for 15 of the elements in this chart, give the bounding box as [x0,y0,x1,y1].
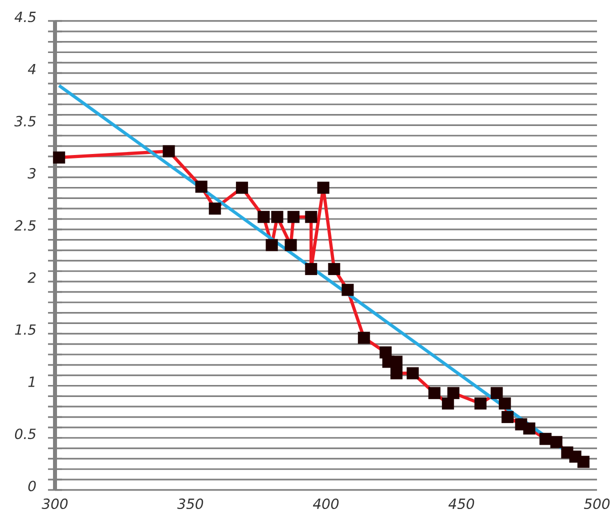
x-tick-label: 300 [42,498,68,510]
y-tick-label: 3.5 [14,116,36,126]
y-tick-label: 1.5 [14,324,36,335]
y-tick-label: 4 [28,64,36,74]
y-tick-label: 2 [28,272,36,283]
x-tick-label: 500 [584,498,610,510]
x-tick-label: 450 [448,498,474,510]
y-tick-label: 1 [28,376,34,387]
y-tick-label: 2.5 [14,220,36,231]
y-tick-label: 4.5 [14,12,36,22]
y-tick-label: 0.5 [14,428,36,440]
x-tick-label: 400 [312,498,339,510]
y-tick-label: 3 [28,168,36,179]
x-tick-label: 350 [177,498,204,510]
y-tick-label: 0 [28,480,36,492]
